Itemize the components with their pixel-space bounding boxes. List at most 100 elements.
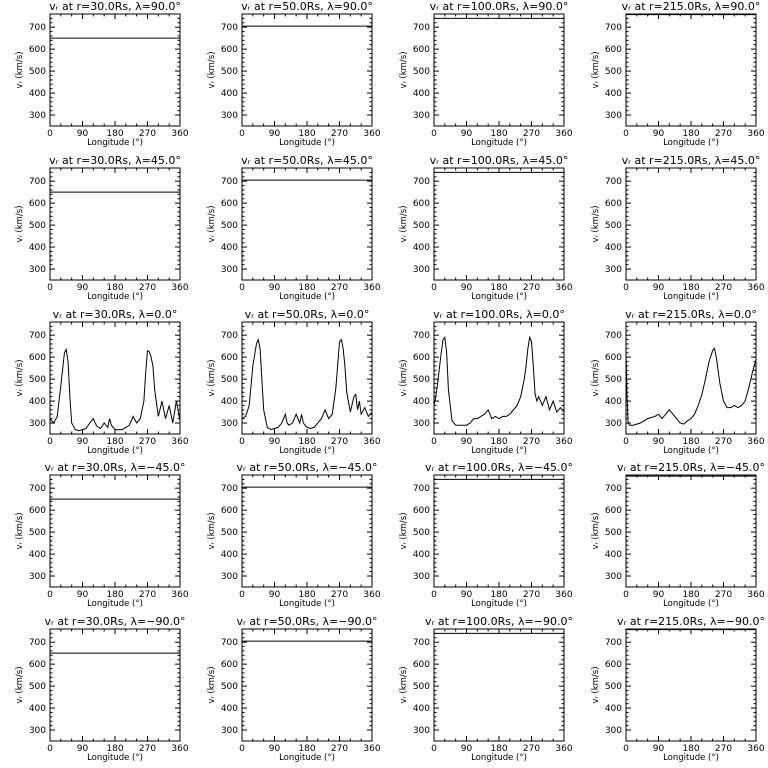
panel-4-xtick-label-1: 90	[653, 129, 665, 139]
panel-17-xlabel: Longitude (°)	[87, 753, 143, 763]
panel-5-xtick-label-2: 180	[106, 283, 123, 293]
panel-2-xtick-label-4: 360	[363, 129, 380, 139]
panel-19-title: vᵣ at r=100.0Rs, λ=−90.0°	[425, 615, 573, 628]
panel-15-xtick-label-1: 90	[461, 590, 473, 600]
panel-12-ylabel: vᵣ (km/s)	[591, 359, 601, 396]
panel-4-xtick-label-4: 360	[747, 129, 764, 139]
panel-18-ytick-label-2: 500	[221, 682, 238, 692]
panel-14-xtick-label-2: 180	[298, 590, 315, 600]
panel-1-ytick-label-0: 300	[29, 111, 46, 121]
panel-8-frame	[625, 167, 757, 281]
panel-7-ytick-label-0: 300	[413, 265, 430, 275]
panel-7-ytick-label-1: 400	[413, 243, 430, 253]
panel-2-xtick-label-2: 180	[298, 129, 315, 139]
panel-7-ytick-label-2: 500	[413, 221, 430, 231]
panel-1-ytick-label-1: 400	[29, 89, 46, 99]
panel-20-xtick-label-4: 360	[747, 744, 764, 754]
panel-15-xlabel: Longitude (°)	[471, 599, 527, 609]
panel-9-xtick-label-3: 270	[139, 437, 156, 447]
panel-2-ylabel: vᵣ (km/s)	[207, 51, 217, 88]
panel-11-ytick-label-4: 700	[413, 331, 430, 341]
panel-19-xlabel: Longitude (°)	[471, 753, 527, 763]
panel-1-xtick-label-1: 90	[77, 129, 89, 139]
panel-9-xtick-label-2: 180	[106, 437, 123, 447]
panel-1-xtick-label-4: 360	[171, 129, 188, 139]
panel-10-ylabel: vᵣ (km/s)	[207, 359, 217, 396]
panel-20-xtick-label-3: 270	[715, 744, 732, 754]
panel-14-xtick-label-3: 270	[331, 590, 348, 600]
panel-6-ylabel: vᵣ (km/s)	[207, 205, 217, 242]
panel-11-frame	[433, 321, 565, 435]
panel-16-ytick-label-3: 600	[605, 506, 622, 516]
panel-18-ytick-label-1: 400	[221, 704, 238, 714]
panel-13-xtick-label-2: 180	[106, 590, 123, 600]
panel-13-ytick-label-3: 600	[29, 506, 46, 516]
panel-10-ytick-label-2: 500	[221, 375, 238, 385]
panel-8-xtick-label-4: 360	[747, 283, 764, 293]
panel-15-xtick-label-4: 360	[555, 590, 572, 600]
panel-4-ytick-label-4: 700	[605, 23, 622, 33]
panel-14-title: vᵣ at r=50.0Rs, λ=−45.0°	[237, 461, 378, 474]
panel-4-frame	[625, 13, 757, 127]
panel-8-ytick-label-1: 400	[605, 243, 622, 253]
panel-20-xtick-label-1: 90	[653, 744, 665, 754]
panel-2-ytick-label-1: 400	[221, 89, 238, 99]
panel-4-ytick-label-0: 300	[605, 111, 622, 121]
panel-12-title: vᵣ at r=215.0Rs, λ=0.0°	[625, 308, 757, 321]
panel-15-ytick-label-3: 600	[413, 506, 430, 516]
panel-18-xtick-label-4: 360	[363, 744, 380, 754]
panel-5-xtick-label-0: 0	[47, 283, 53, 293]
panel-20-xtick-label-0: 0	[623, 744, 629, 754]
panel-4-xtick-label-2: 180	[682, 129, 699, 139]
panel-4-xtick-label-0: 0	[623, 129, 629, 139]
panel-16-ytick-label-0: 300	[605, 572, 622, 582]
panel-18-ytick-label-4: 700	[221, 638, 238, 648]
panel-19-xtick-label-3: 270	[523, 744, 540, 754]
panel-8-xtick-label-3: 270	[715, 283, 732, 293]
panel-11-series-line	[433, 335, 565, 426]
panel-19-ytick-label-1: 400	[413, 704, 430, 714]
panel-14-xtick-label-1: 90	[269, 590, 281, 600]
panel-16-xtick-label-4: 360	[747, 590, 764, 600]
panel-13-xlabel: Longitude (°)	[87, 599, 143, 609]
panel-19-ylabel: vᵣ (km/s)	[399, 666, 409, 703]
panel-14-xtick-label-0: 0	[239, 590, 245, 600]
panel-5-ytick-label-0: 300	[29, 265, 46, 275]
panel-3-ytick-label-1: 400	[413, 89, 430, 99]
panel-16-xtick-label-1: 90	[653, 590, 665, 600]
panel-20-ytick-label-3: 600	[605, 660, 622, 670]
panel-14: vᵣ at r=50.0Rs, λ=−45.0° 0 90 180 270 360 300 4…	[207, 461, 381, 609]
panel-19-xtick-label-4: 360	[555, 744, 572, 754]
panel-1-xtick-label-0: 0	[47, 129, 53, 139]
panel-20-xlabel: Longitude (°)	[663, 753, 719, 763]
panel-8-ytick-label-3: 600	[605, 199, 622, 209]
panel-7-frame	[433, 167, 565, 281]
panel-1-xtick-label-3: 270	[139, 129, 156, 139]
panel-6-xtick-label-2: 180	[298, 283, 315, 293]
panel-12-xtick-label-1: 90	[653, 437, 665, 447]
panel-17-title: vᵣ at r=30.0Rs, λ=−90.0°	[45, 615, 186, 628]
panel-9-title: vᵣ at r=30.0Rs, λ=0.0°	[53, 308, 178, 321]
panel-15-title: vᵣ at r=100.0Rs, λ=−45.0°	[425, 461, 573, 474]
panel-2: vᵣ at r=50.0Rs, λ=90.0° 0 90 180 270 360 300 40…	[207, 0, 381, 148]
panel-16-ytick-label-2: 500	[605, 528, 622, 538]
panel-7-xtick-label-1: 90	[461, 283, 473, 293]
panel-9-xtick-label-4: 360	[171, 437, 188, 447]
panel-5-ytick-label-2: 500	[29, 221, 46, 231]
panel-8-xlabel: Longitude (°)	[663, 292, 719, 302]
panel-7-xtick-label-0: 0	[431, 283, 437, 293]
panel-7-xtick-label-2: 180	[490, 283, 507, 293]
panel-2-ytick-label-3: 600	[221, 45, 238, 55]
panel-12-ytick-label-3: 600	[605, 353, 622, 363]
panel-2-ytick-label-4: 700	[221, 23, 238, 33]
panel-6-xtick-label-3: 270	[331, 283, 348, 293]
panel-18-xtick-label-3: 270	[331, 744, 348, 754]
panel-14-xlabel: Longitude (°)	[279, 599, 335, 609]
panel-9-ytick-label-4: 700	[29, 331, 46, 341]
panel-2-xtick-label-0: 0	[239, 129, 245, 139]
panel-17-xtick-label-3: 270	[139, 744, 156, 754]
panel-20-ytick-label-1: 400	[605, 704, 622, 714]
panel-12-xtick-label-4: 360	[747, 437, 764, 447]
panel-1: vᵣ at r=30.0Rs, λ=90.0° 0 90 180 270 360 300 40…	[15, 0, 189, 148]
panel-7-ytick-label-3: 600	[413, 199, 430, 209]
